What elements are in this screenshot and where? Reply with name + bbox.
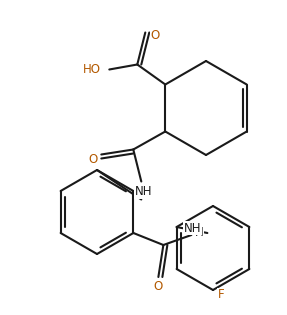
- Text: NH: NH: [184, 221, 201, 234]
- Text: F: F: [218, 289, 224, 301]
- Text: HO: HO: [83, 63, 101, 76]
- Text: H: H: [195, 226, 204, 239]
- Text: NH: NH: [135, 185, 152, 198]
- Text: O: O: [151, 29, 160, 42]
- Text: O: O: [154, 280, 163, 294]
- Text: O: O: [89, 153, 98, 166]
